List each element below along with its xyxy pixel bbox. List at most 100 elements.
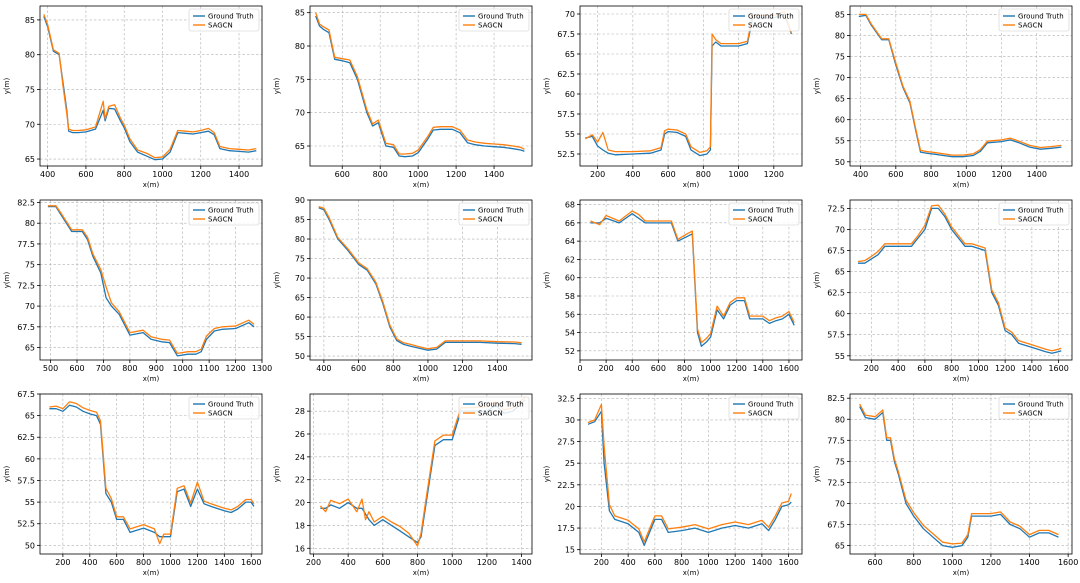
- legend-sagcn-label: SAGCN: [748, 22, 773, 30]
- ground-truth-line: [587, 410, 792, 547]
- x-tick-label: 400: [621, 558, 636, 567]
- y-tick-label: 70: [835, 225, 845, 234]
- sagcn-line: [47, 205, 255, 355]
- x-axis-label: x(m): [953, 375, 970, 383]
- y-tick-label: 65: [565, 50, 575, 59]
- x-tick-label: 800: [410, 558, 425, 567]
- y-tick-label: 60: [25, 455, 35, 464]
- legend-sagcn-label: SAGCN: [478, 22, 503, 30]
- x-axis-label: x(m): [683, 181, 700, 189]
- y-tick-label: 57.5: [827, 331, 845, 340]
- plot-frame: [849, 5, 1073, 167]
- y-tick-label: 68: [565, 201, 575, 210]
- legend-ground-truth-label: Ground Truth: [478, 401, 524, 409]
- plot-frame: [39, 393, 263, 555]
- y-axis-label: y(m): [543, 272, 551, 289]
- x-tick-label: 1300: [252, 364, 272, 373]
- legend-sagcn-label: SAGCN: [478, 410, 503, 418]
- y-tick-label: 67.5: [827, 247, 845, 256]
- y-tick-label: 67.5: [827, 521, 845, 530]
- x-axis-label: x(m): [683, 375, 700, 383]
- y-axis-label: y(m): [813, 466, 821, 483]
- x-tick-label: 1400: [511, 558, 531, 567]
- y-tick-label: 22: [295, 476, 305, 485]
- x-tick-label: 1000: [968, 364, 988, 373]
- y-tick-label: 66: [565, 219, 575, 228]
- y-tick-label: 65: [835, 542, 845, 551]
- x-tick-label: 1200: [995, 364, 1015, 373]
- trajectory-chart-8: 200 400 600 800 1000 1200 1400 1600 55 57.5 60 62.5…: [813, 199, 1073, 383]
- legend-box: [728, 8, 800, 32]
- x-tick-label: 200: [598, 364, 613, 373]
- x-tick-label: 200: [864, 364, 879, 373]
- x-tick-label: 1600: [779, 364, 799, 373]
- plot-frame: [309, 5, 533, 167]
- x-tick-label: 1100: [199, 364, 219, 373]
- y-tick-label: 17.5: [557, 524, 575, 533]
- x-tick-label: 800: [696, 170, 711, 179]
- y-tick-label: 82.5: [17, 198, 35, 207]
- x-tick-label: 600: [888, 170, 903, 179]
- plot-frame: [39, 5, 263, 167]
- y-tick-label: 62.5: [17, 433, 35, 442]
- ground-truth-line: [590, 213, 795, 347]
- y-tick-label: 72.5: [827, 204, 845, 213]
- y-tick-label: 77.5: [827, 436, 845, 445]
- x-tick-label: 1200: [446, 170, 466, 179]
- sagcn-line: [857, 204, 1062, 352]
- sagcn-line: [43, 14, 257, 159]
- x-tick-label: 1600: [1058, 558, 1078, 567]
- x-tick-label: 200: [55, 558, 70, 567]
- x-tick-label: 1400: [484, 170, 504, 179]
- y-tick-label: 50: [295, 352, 305, 361]
- x-tick-label: 500: [43, 364, 58, 373]
- x-tick-label: 400: [853, 170, 868, 179]
- sagcn-line: [319, 396, 526, 547]
- y-tick-label: 65: [25, 155, 35, 164]
- x-axis-label: x(m): [683, 569, 700, 577]
- legend-ground-truth-label: Ground Truth: [748, 401, 794, 409]
- legend-sagcn-label: SAGCN: [208, 22, 233, 30]
- y-tick-label: 50: [25, 541, 35, 550]
- x-tick-label: 1000: [173, 364, 193, 373]
- x-tick-label: 1200: [727, 364, 747, 373]
- y-tick-label: 58: [565, 292, 575, 301]
- x-tick-label: 900: [149, 364, 164, 373]
- y-tick-label: 60: [835, 116, 845, 125]
- x-tick-label: 1400: [753, 364, 773, 373]
- y-axis-label: y(m): [273, 272, 281, 289]
- legend-ground-truth-label: Ground Truth: [1018, 13, 1064, 21]
- ground-truth-line: [49, 404, 255, 538]
- y-tick-label: 25: [565, 459, 575, 468]
- y-tick-label: 65: [295, 294, 305, 303]
- x-tick-label: 600: [109, 558, 124, 567]
- x-tick-label: 600: [917, 364, 932, 373]
- x-axis-label: x(m): [413, 181, 430, 189]
- plot-frame: [579, 393, 803, 555]
- y-tick-label: 80: [295, 42, 305, 51]
- y-tick-label: 75: [835, 457, 845, 466]
- legend-ground-truth-label: Ground Truth: [208, 207, 254, 215]
- x-tick-label: 600: [335, 170, 350, 179]
- y-tick-label: 60: [565, 90, 575, 99]
- y-tick-label: 62: [565, 255, 575, 264]
- y-axis-label: y(m): [273, 78, 281, 95]
- legend-sagcn-label: SAGCN: [748, 216, 773, 224]
- y-tick-label: 80: [25, 51, 35, 60]
- y-tick-label: 26: [295, 430, 305, 439]
- y-tick-label: 62.5: [557, 70, 575, 79]
- x-tick-label: 1200: [187, 558, 207, 567]
- x-tick-label: 1200: [191, 170, 211, 179]
- x-tick-label: 400: [625, 170, 640, 179]
- plot-frame: [849, 199, 1073, 361]
- y-tick-label: 75: [25, 85, 35, 94]
- y-tick-label: 85: [295, 9, 305, 18]
